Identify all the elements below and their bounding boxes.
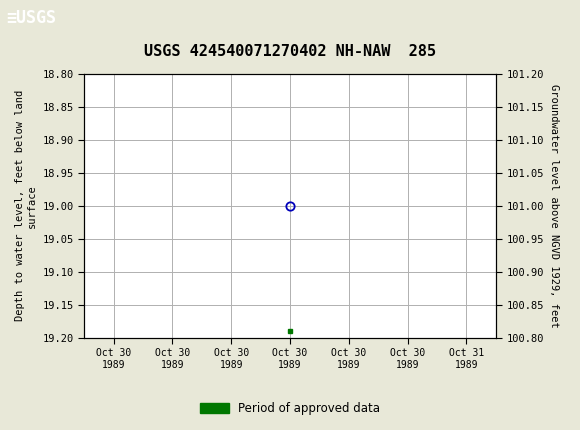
Y-axis label: Depth to water level, feet below land
surface: Depth to water level, feet below land su… [15, 90, 37, 321]
Legend: Period of approved data: Period of approved data [195, 397, 385, 420]
Y-axis label: Groundwater level above NGVD 1929, feet: Groundwater level above NGVD 1929, feet [549, 84, 559, 328]
Text: ≡USGS: ≡USGS [6, 9, 56, 27]
Text: USGS 424540071270402 NH-NAW  285: USGS 424540071270402 NH-NAW 285 [144, 44, 436, 59]
